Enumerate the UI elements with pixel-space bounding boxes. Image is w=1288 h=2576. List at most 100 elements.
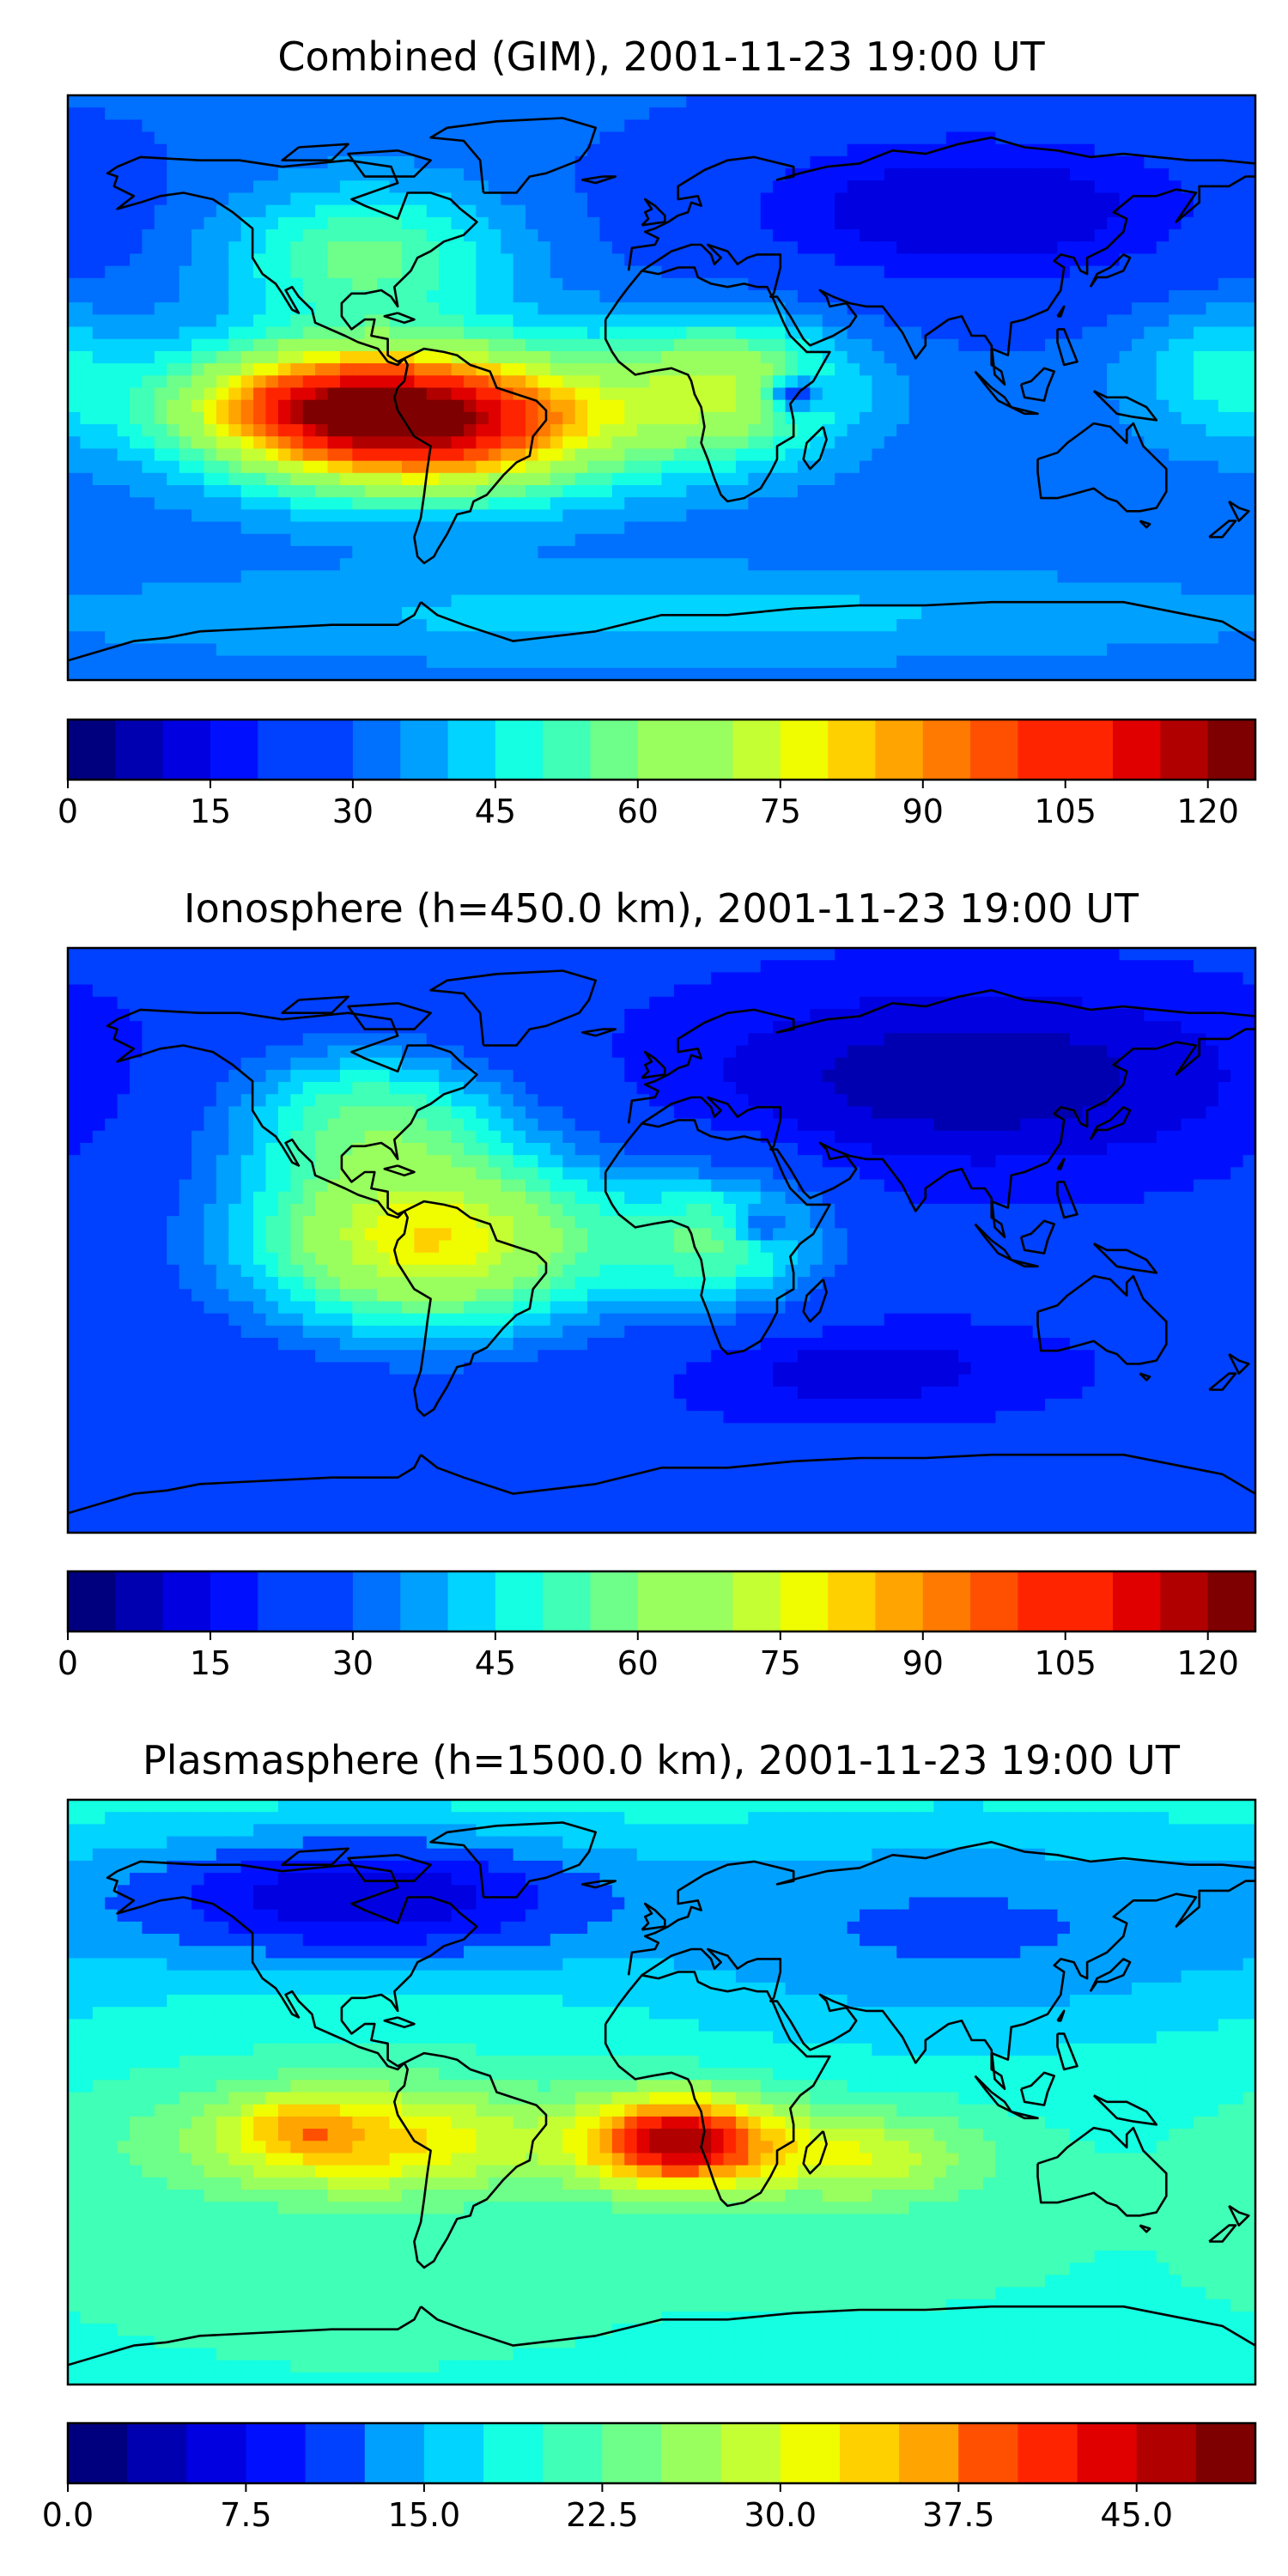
heat-cell	[501, 180, 514, 194]
heat-cell	[464, 643, 477, 657]
heat-cell	[1107, 436, 1121, 450]
heat-cell	[574, 326, 588, 340]
heat-cell	[649, 521, 663, 535]
heat-cell	[958, 948, 972, 961]
heat-cell	[810, 411, 823, 425]
heat-cell	[1193, 667, 1207, 680]
heat-cell	[1193, 533, 1207, 547]
heat-cell	[501, 350, 514, 364]
heat-cell	[526, 545, 539, 559]
heat-cell	[587, 155, 601, 169]
heat-cell	[983, 229, 997, 242]
heat-cell	[80, 155, 94, 169]
heat-cell	[711, 948, 725, 961]
heat-cell	[426, 119, 440, 133]
heat-cell	[884, 606, 897, 620]
heat-cell	[884, 107, 897, 121]
heat-cell	[574, 399, 588, 413]
heat-cell	[142, 338, 155, 352]
heat-cell	[649, 558, 663, 572]
heat-cell	[1242, 582, 1255, 596]
heat-cell	[1242, 545, 1255, 559]
heat-cell	[835, 655, 848, 669]
heat-cell	[945, 375, 959, 389]
heat-cell	[995, 192, 1009, 206]
heat-cell	[958, 107, 972, 121]
heat-cell	[352, 472, 366, 486]
heat-cell	[1169, 594, 1182, 608]
heat-cell	[476, 460, 489, 474]
heat-cell	[1069, 497, 1084, 511]
heat-cell	[167, 216, 180, 230]
heat-cell	[92, 972, 106, 986]
heat-cell	[401, 521, 416, 535]
heat-cell	[587, 192, 601, 206]
heat-cell	[513, 594, 526, 608]
heat-cell	[253, 424, 267, 437]
heat-cell	[884, 521, 897, 535]
heat-cell	[1181, 948, 1194, 961]
heat-cell	[649, 972, 663, 986]
heat-cell	[364, 972, 378, 986]
coastline	[383, 312, 416, 325]
heat-cell	[179, 460, 192, 474]
heat-cell	[476, 948, 489, 961]
colorbar-swatch	[543, 720, 592, 780]
heat-cell	[661, 643, 675, 657]
heat-cell	[599, 204, 613, 218]
heat-cell	[550, 545, 563, 559]
heat-cell	[414, 95, 428, 108]
heat-cell	[1057, 667, 1071, 680]
heat-cell	[476, 241, 489, 255]
heat-cell	[117, 606, 131, 620]
heat-cell	[117, 643, 131, 657]
heat-cell	[970, 960, 984, 974]
heat-cell	[958, 631, 972, 645]
heat-cell	[995, 497, 1009, 511]
heat-cell	[1032, 326, 1046, 340]
heat-cell	[1119, 509, 1133, 523]
heat-cell	[191, 960, 205, 974]
heat-cell	[711, 460, 725, 474]
heat-cell	[872, 192, 885, 206]
heat-cell	[1119, 131, 1133, 145]
heat-cell	[1206, 558, 1219, 572]
heat-cell	[686, 545, 700, 559]
heat-cell	[265, 436, 279, 450]
heat-cell	[179, 204, 192, 218]
heat-cell	[896, 375, 910, 389]
heat-cell	[1206, 204, 1219, 218]
heat-cell	[179, 521, 192, 535]
heat-cell	[315, 655, 329, 669]
heat-cell	[896, 241, 910, 255]
heat-cell	[1156, 241, 1170, 255]
heat-cell	[105, 521, 118, 535]
heat-cell	[673, 411, 688, 425]
heat-cell	[735, 131, 750, 145]
heat-cell	[1206, 216, 1219, 230]
heat-cell	[439, 960, 453, 974]
heat-cell	[748, 265, 762, 279]
heat-cell	[105, 107, 118, 121]
heat-cell	[426, 204, 440, 218]
heat-cell	[117, 119, 131, 133]
heat-cell	[414, 411, 428, 425]
heat-cell	[204, 619, 217, 632]
heat-cell	[562, 265, 576, 279]
heat-cell	[92, 143, 106, 157]
heat-cell	[1206, 168, 1219, 182]
heat-cell	[1206, 229, 1219, 242]
heat-cell	[698, 216, 712, 230]
heat-cell	[339, 350, 354, 364]
heat-cell	[439, 107, 453, 121]
heat-cell	[538, 509, 551, 523]
heat-cell	[68, 326, 82, 340]
heat-cell	[884, 253, 897, 267]
heat-cell	[154, 509, 167, 523]
heat-cell	[1082, 570, 1096, 584]
heat-cell	[1082, 363, 1096, 377]
heat-cell	[760, 667, 774, 680]
heat-cell	[760, 436, 774, 450]
heat-cell	[377, 216, 391, 230]
heat-cell	[464, 119, 477, 133]
